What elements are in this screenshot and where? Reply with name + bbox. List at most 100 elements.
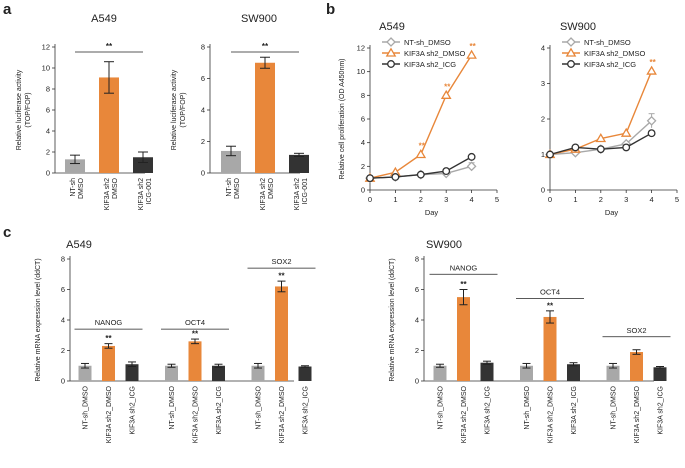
x-tick-label: 5 [495,195,499,204]
y-tick-label: 6 [415,285,419,294]
legend-label: KIF3A sh2_ICG [404,60,456,69]
marker-circle [416,170,425,179]
y-axis-label: Relative cell proliferation (OD A450nm) [339,59,346,180]
y-tick-label: 12 [357,44,365,53]
x-category-label: NT-sh_DMSO [169,385,176,429]
group-label: NANOG [95,318,123,327]
y-tick-label: 8 [361,91,365,100]
x-category-label-line1: NT-sh [226,178,233,197]
x-category-label: KIF3A sh2_DMSO [279,385,286,443]
chart-c-sw900: SW900 0 2 4 6 8 Relative mRNA expression level… [389,239,671,443]
marker-circle [366,174,374,183]
bar [133,157,153,173]
significance-label: ** [460,280,467,289]
marker-triangle [415,149,427,159]
x-tick-label: 4 [470,195,474,204]
y-tick-label: 0 [46,169,50,178]
group-label: SOX2 [271,257,291,266]
y-tick-label: 6 [46,106,50,115]
group-label: NANOG [450,263,478,272]
x-category-label: NT-shDMSO [70,177,85,199]
x-category-label: KIF3A sh2_ICG [216,386,223,435]
y-tick-label: 2 [61,346,65,355]
y-tick-label: 1 [541,150,545,159]
significance-label: ** [547,301,554,310]
x-tick-label: 0 [368,195,372,204]
significance-label: ** [419,142,426,151]
x-category-label-line2: ICG-001 [302,178,309,205]
marker-circle [442,167,451,176]
x-category-label: NT-sh_DMSO [611,385,618,429]
x-tick-label: 1 [573,195,577,204]
marker-triangle [646,65,657,75]
marker-triangle [440,89,452,99]
chart-c-a549: A549 0 2 4 6 8 Relative mRNA expression level … [35,239,316,443]
y-axis-label: Relative luciferase activity (TOP/FOP) [171,69,187,150]
x-category-label: KIF3A sh2ICG-001 [138,178,153,210]
y-tick-label: 10 [357,67,365,76]
group-label: OCT4 [185,318,205,327]
bar [606,365,620,381]
x-category-label: KIF3A sh2_ICG [658,386,665,435]
marker-circle [571,143,580,152]
bar [78,365,92,381]
significance-label: ** [192,330,199,339]
marker-circle [647,129,656,138]
x-tick-label: 2 [599,195,603,204]
bar [520,365,533,381]
chart-title: A549 [91,13,117,25]
x-category-label: NT-shDMSO [226,177,241,199]
marker-circle [546,150,554,159]
legend-label: KIF3A sh2_ICG [584,60,636,69]
marker-circle [596,145,605,154]
bar [433,365,447,381]
y-tick-label: 10 [42,64,50,73]
x-category-label: KIF3A sh2_DMSO [193,385,200,443]
x-category-label: KIF3A sh2_ICG [571,386,578,435]
y-tick-label: 8 [61,255,65,264]
marker-triangle [466,49,477,59]
legend-label: NT-sh_DMSO [584,38,631,47]
x-tick-label: 2 [419,195,423,204]
x-tick-label: 5 [675,195,679,204]
marker-diamond [466,161,477,172]
marker-diamond [566,37,576,47]
marker-triangle [595,133,607,143]
x-tick-label: 1 [393,195,397,204]
y-tick-label: 2 [541,115,545,124]
chart-b-sw900: SW900 0 1 2 3 4 0 1 2 3 4 5 Day ** NT-sh_DMSO KIF3A sh2… [541,21,679,217]
chart-a-sw900: SW900 0 2 4 6 8 Relative luciferase activity (T… [171,13,309,210]
y-axis-label: Relative mRNA expression level (ddCT) [35,258,42,381]
x-category-label: KIF3A sh2_DMSO [548,385,555,443]
significance-label: ** [649,58,656,67]
bar [221,150,241,173]
x-category-label-line2: DMSO [234,177,241,199]
bar [289,154,309,173]
y-tick-label: 0 [61,377,65,386]
x-category-label-line2: ICG-001 [146,178,153,205]
x-category-label-line1: KIF3A sh2 [104,178,111,210]
significance-label: ** [469,42,476,51]
legend-label: KIF3A sh2_DMSO [404,49,465,58]
y-tick-label: 3 [541,79,545,88]
significance-label: ** [106,42,113,51]
x-tick-label: 0 [548,195,552,204]
y-tick-label: 0 [201,169,205,178]
bar [125,364,139,381]
y-tick-label: 6 [61,285,65,294]
chart-a-a549: A549 0 2 4 6 8 10 12 Relative luciferase activit… [16,13,153,210]
y-tick-label: 4 [201,106,205,115]
bar [251,365,265,381]
x-category-label: KIF3A sh2_ICG [485,386,492,435]
marker-circle [567,60,575,68]
bar [457,297,470,381]
x-category-label-line2: DMSO [268,177,275,199]
bar [212,365,225,381]
y-tick-label: 0 [361,186,365,195]
significance-label: ** [105,334,112,343]
x-category-label: NT-sh_DMSO [83,385,90,429]
y-tick-label: 6 [361,115,365,124]
bar [543,316,557,381]
